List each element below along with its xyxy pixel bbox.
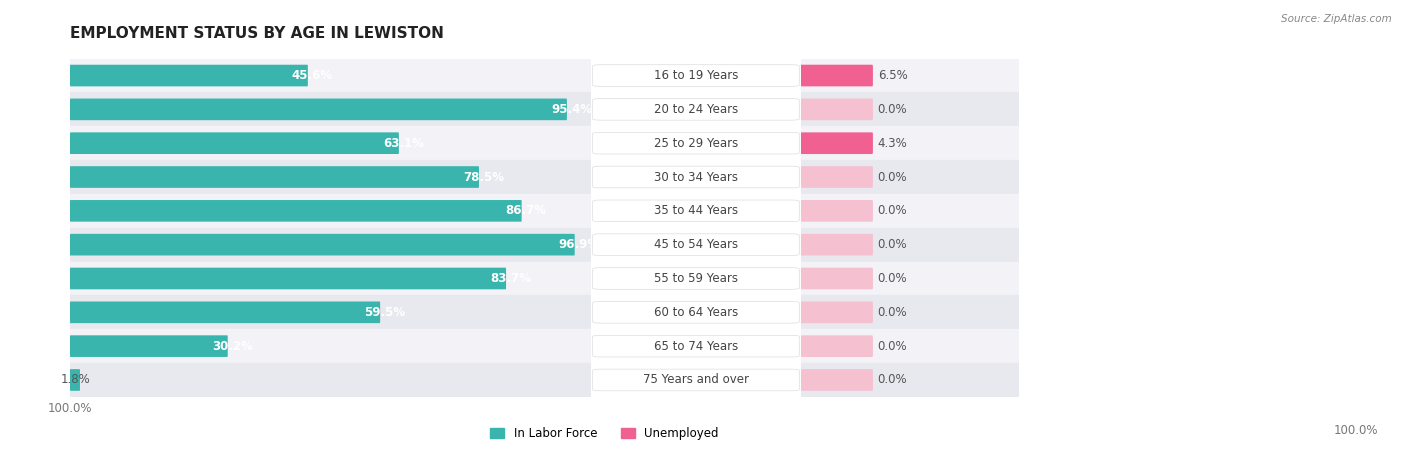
FancyBboxPatch shape xyxy=(593,166,799,188)
Text: 4.3%: 4.3% xyxy=(877,137,907,150)
FancyBboxPatch shape xyxy=(70,99,567,120)
Bar xyxy=(801,329,1019,363)
Bar xyxy=(70,194,591,228)
Bar xyxy=(801,59,1019,92)
Text: 65 to 74 Years: 65 to 74 Years xyxy=(654,340,738,353)
Text: 25 to 29 Years: 25 to 29 Years xyxy=(654,137,738,150)
FancyBboxPatch shape xyxy=(801,99,873,120)
Text: 59.5%: 59.5% xyxy=(364,306,405,319)
Text: 86.7%: 86.7% xyxy=(506,204,547,217)
Text: 83.7%: 83.7% xyxy=(491,272,531,285)
FancyBboxPatch shape xyxy=(801,200,873,221)
FancyBboxPatch shape xyxy=(70,336,228,357)
Text: 0.0%: 0.0% xyxy=(877,306,907,319)
Text: 0.0%: 0.0% xyxy=(877,103,907,116)
Bar xyxy=(70,329,591,363)
Text: 78.5%: 78.5% xyxy=(463,170,505,184)
Text: 60 to 64 Years: 60 to 64 Years xyxy=(654,306,738,319)
Text: 55 to 59 Years: 55 to 59 Years xyxy=(654,272,738,285)
Text: 0.0%: 0.0% xyxy=(877,170,907,184)
Bar xyxy=(70,363,591,397)
Bar xyxy=(70,160,591,194)
FancyBboxPatch shape xyxy=(593,369,799,391)
FancyBboxPatch shape xyxy=(70,234,575,255)
Bar xyxy=(801,295,1019,329)
Bar xyxy=(801,363,1019,397)
Text: EMPLOYMENT STATUS BY AGE IN LEWISTON: EMPLOYMENT STATUS BY AGE IN LEWISTON xyxy=(70,26,444,41)
FancyBboxPatch shape xyxy=(70,200,522,221)
FancyBboxPatch shape xyxy=(801,234,873,255)
Bar xyxy=(70,228,591,262)
FancyBboxPatch shape xyxy=(801,166,873,188)
Text: 0.0%: 0.0% xyxy=(877,238,907,251)
FancyBboxPatch shape xyxy=(70,133,399,154)
FancyBboxPatch shape xyxy=(593,336,799,357)
FancyBboxPatch shape xyxy=(593,301,799,323)
Bar xyxy=(801,228,1019,262)
Text: 0.0%: 0.0% xyxy=(877,204,907,217)
Text: 95.4%: 95.4% xyxy=(551,103,592,116)
Text: Source: ZipAtlas.com: Source: ZipAtlas.com xyxy=(1281,14,1392,23)
Text: 45 to 54 Years: 45 to 54 Years xyxy=(654,238,738,251)
FancyBboxPatch shape xyxy=(593,133,799,154)
Text: 1.8%: 1.8% xyxy=(60,373,90,387)
FancyBboxPatch shape xyxy=(801,64,873,86)
FancyBboxPatch shape xyxy=(593,200,799,221)
FancyBboxPatch shape xyxy=(70,267,506,290)
Text: 75 Years and over: 75 Years and over xyxy=(643,373,749,387)
FancyBboxPatch shape xyxy=(801,369,873,391)
FancyBboxPatch shape xyxy=(70,301,380,323)
FancyBboxPatch shape xyxy=(801,301,873,323)
FancyBboxPatch shape xyxy=(593,234,799,255)
Bar xyxy=(801,160,1019,194)
Text: 63.1%: 63.1% xyxy=(382,137,423,150)
FancyBboxPatch shape xyxy=(593,64,799,86)
Text: 0.0%: 0.0% xyxy=(877,272,907,285)
FancyBboxPatch shape xyxy=(70,369,80,391)
Text: 6.5%: 6.5% xyxy=(877,69,907,82)
FancyBboxPatch shape xyxy=(593,267,799,290)
Text: 30.2%: 30.2% xyxy=(212,340,253,353)
Bar xyxy=(801,126,1019,160)
Bar xyxy=(70,295,591,329)
FancyBboxPatch shape xyxy=(801,336,873,357)
FancyBboxPatch shape xyxy=(801,267,873,290)
FancyBboxPatch shape xyxy=(801,133,873,154)
Text: 100.0%: 100.0% xyxy=(1333,424,1378,437)
Bar xyxy=(801,262,1019,295)
FancyBboxPatch shape xyxy=(593,99,799,120)
FancyBboxPatch shape xyxy=(70,166,479,188)
FancyBboxPatch shape xyxy=(70,64,308,86)
Text: 35 to 44 Years: 35 to 44 Years xyxy=(654,204,738,217)
Bar xyxy=(70,59,591,92)
Text: 0.0%: 0.0% xyxy=(877,373,907,387)
Bar xyxy=(801,92,1019,126)
Bar xyxy=(801,194,1019,228)
Text: 0.0%: 0.0% xyxy=(877,340,907,353)
Bar xyxy=(70,126,591,160)
Text: 16 to 19 Years: 16 to 19 Years xyxy=(654,69,738,82)
Bar xyxy=(70,92,591,126)
Bar xyxy=(70,262,591,295)
Text: 20 to 24 Years: 20 to 24 Years xyxy=(654,103,738,116)
Text: 45.6%: 45.6% xyxy=(292,69,333,82)
Text: 30 to 34 Years: 30 to 34 Years xyxy=(654,170,738,184)
Legend: In Labor Force, Unemployed: In Labor Force, Unemployed xyxy=(485,423,724,445)
Text: 96.9%: 96.9% xyxy=(558,238,600,251)
